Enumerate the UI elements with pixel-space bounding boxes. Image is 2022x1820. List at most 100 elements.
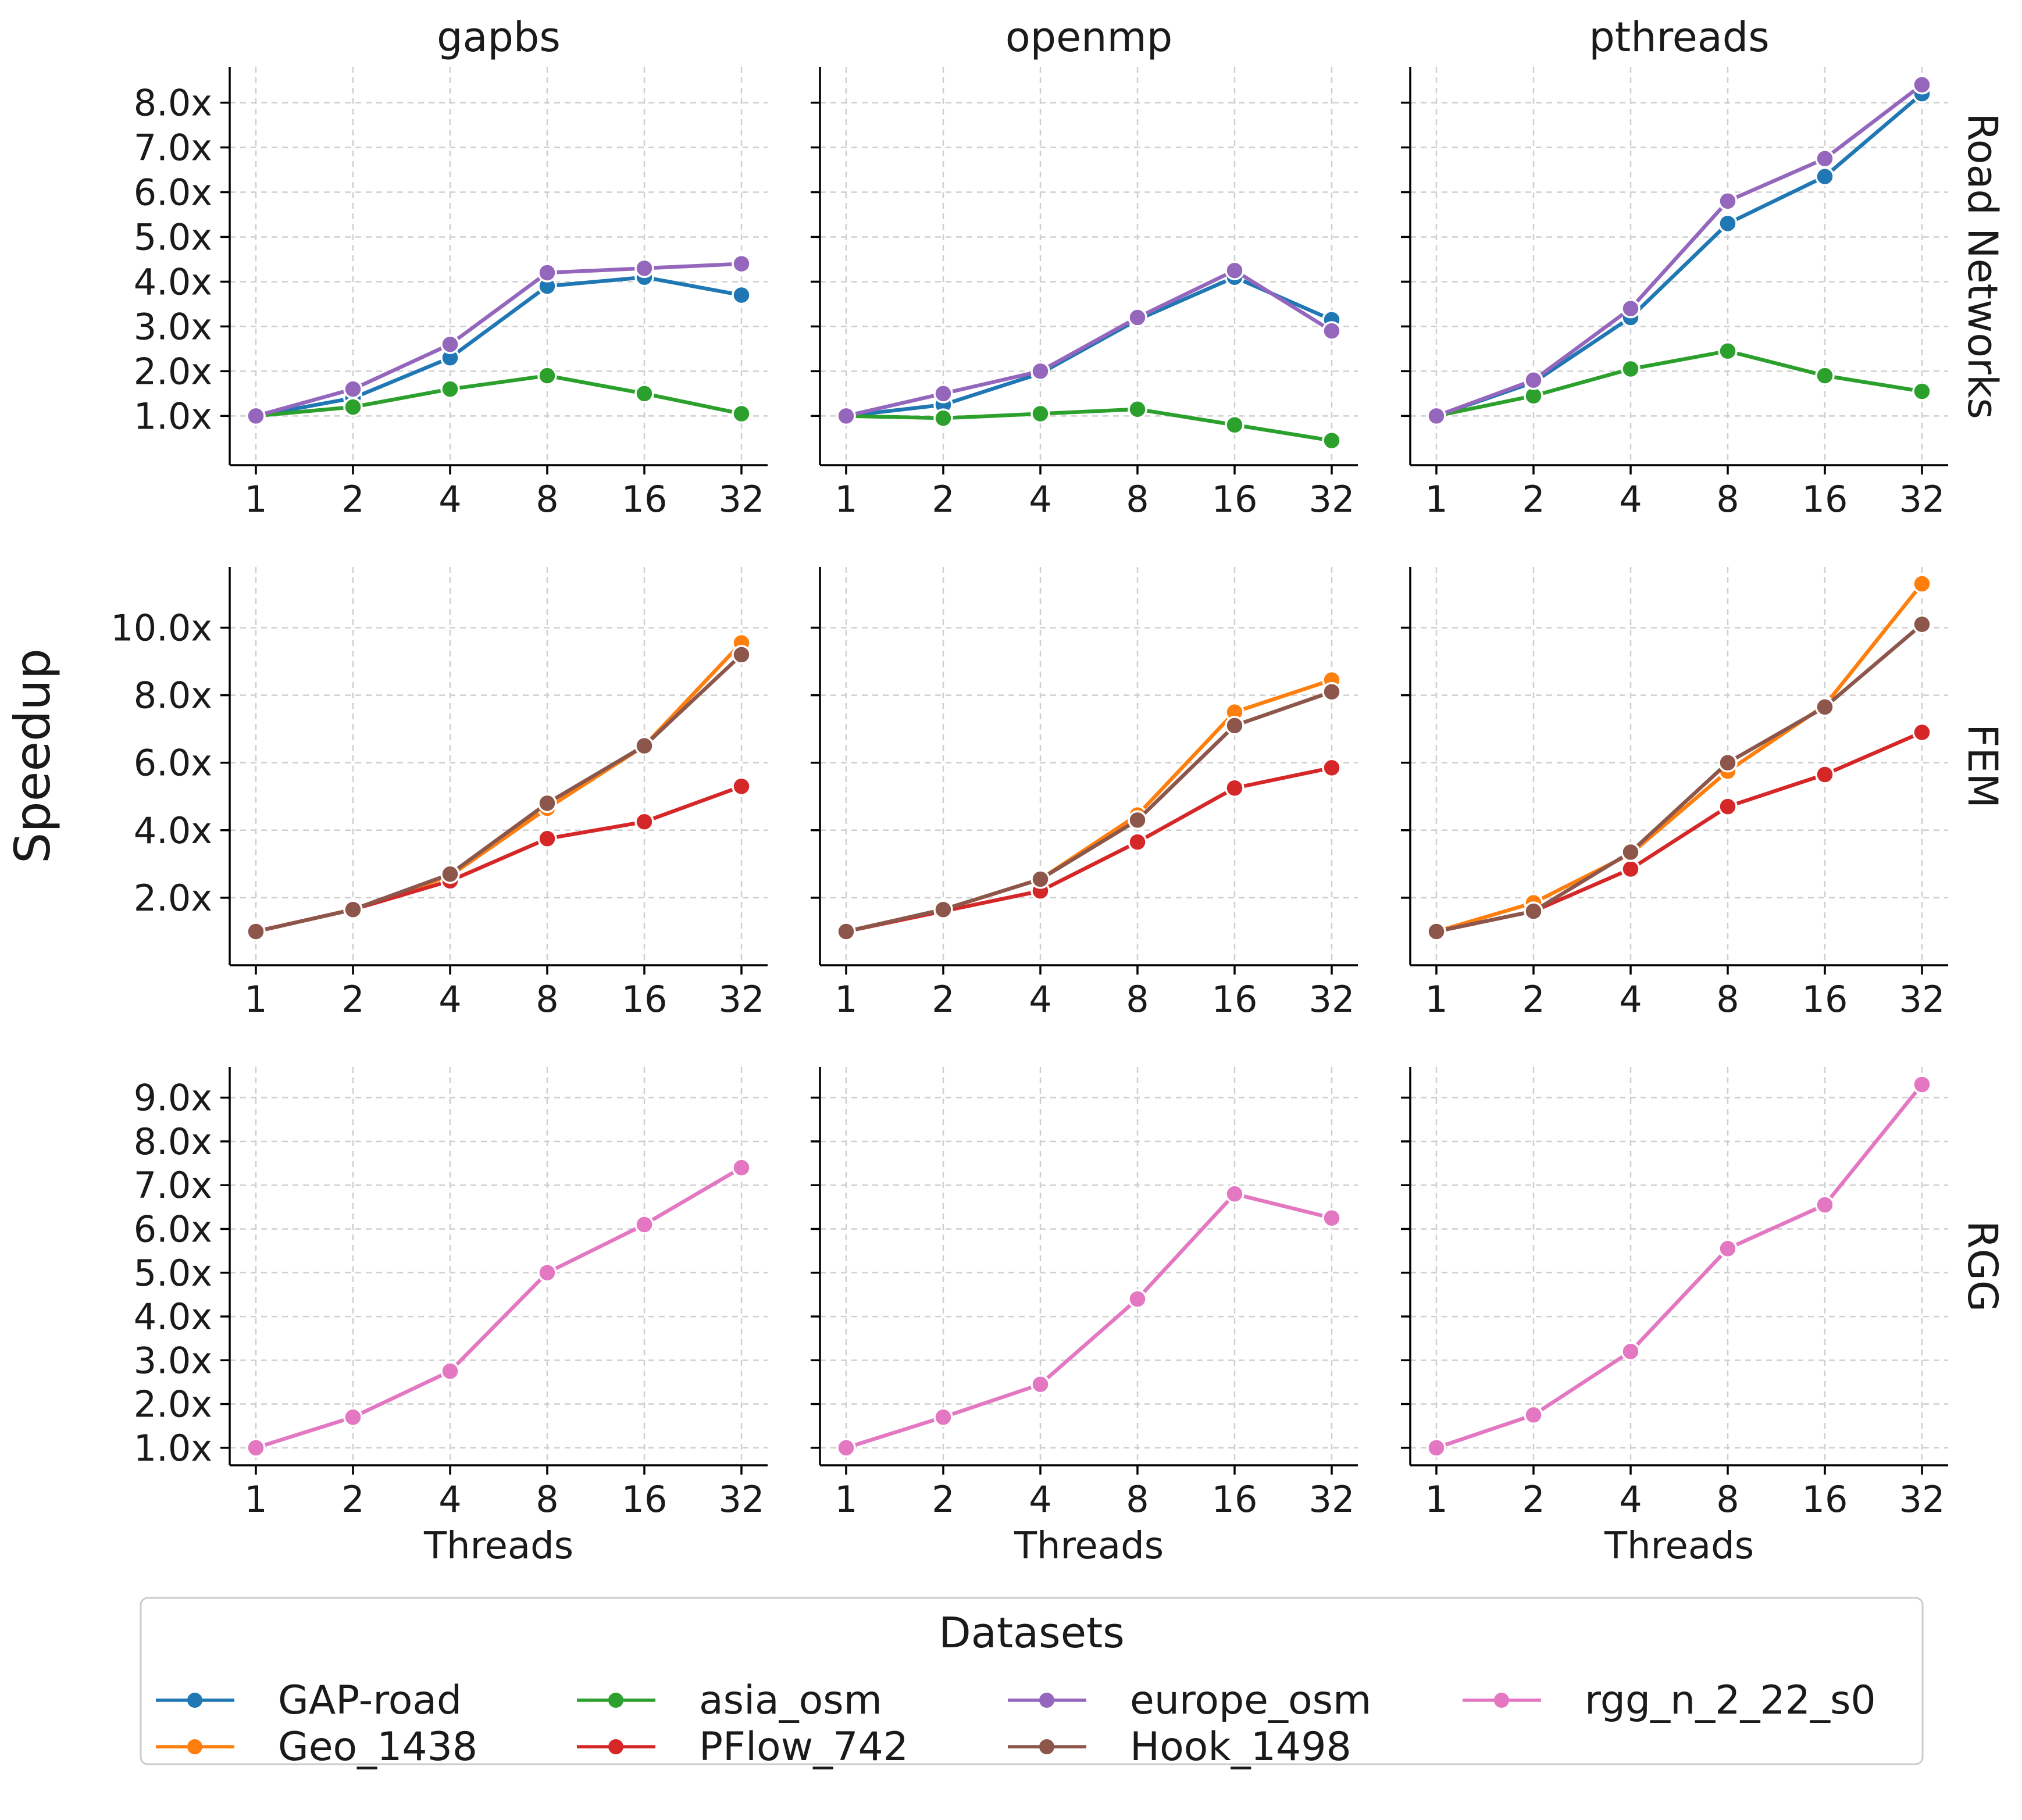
legend-item-europe_osm: europe_osm	[1008, 1678, 1371, 1723]
row-title: RGG	[1959, 1221, 2006, 1312]
y-tick-label: 9.0x	[134, 1077, 212, 1119]
x-tick-label: 2	[932, 1478, 954, 1521]
data-point-rgg_n_2_22_s0	[1128, 1289, 1147, 1309]
series-line-rgg_n_2_22_s0	[846, 1192, 1332, 1450]
x-tick-label: 8	[536, 1478, 558, 1521]
legend-label: asia_osm	[699, 1678, 882, 1723]
series-line-asia_osm	[255, 373, 742, 418]
y-tick-label: 7.0x	[134, 1164, 212, 1207]
data-point-hook_1498	[933, 900, 953, 919]
data-point-hook_1498	[1322, 682, 1342, 702]
x-tick-label: 8	[1716, 1478, 1739, 1521]
legend-marker	[608, 1739, 623, 1754]
x-tick-label: 2	[932, 478, 954, 520]
legend-marker	[187, 1739, 202, 1754]
data-point-europe_osm	[1718, 191, 1738, 211]
x-tick-label: 32	[1899, 1478, 1945, 1521]
data-point-hook_1498	[1718, 752, 1738, 773]
data-point-hook_1498	[537, 793, 557, 813]
x-tick-label: 32	[719, 478, 765, 520]
data-point-asia_osm	[1912, 381, 1932, 401]
x-tick-label: 32	[1899, 478, 1945, 520]
subplot-fem-pthreads: 1 2 4 8 16 32 FEM	[1401, 567, 2006, 1020]
legend-label: GAP-road	[278, 1678, 462, 1723]
x-tick-label: 16	[1212, 978, 1258, 1020]
series-line-europe_osm	[255, 262, 742, 418]
data-point-gap-road	[1718, 213, 1738, 234]
x-tick-label: 2	[341, 978, 364, 1020]
data-point-europe_osm	[933, 384, 953, 404]
x-tick-label: 8	[1716, 978, 1739, 1020]
y-tick-label: 2.0x	[134, 877, 212, 919]
data-point-rgg_n_2_22_s0	[440, 1361, 460, 1381]
data-point-rgg_n_2_22_s0	[1524, 1405, 1543, 1425]
data-point-pflow_742	[1718, 797, 1738, 816]
x-tick-label: 2	[1522, 1478, 1545, 1521]
data-point-rgg_n_2_22_s0	[1030, 1374, 1050, 1394]
series-line-rgg_n_2_22_s0	[1435, 1083, 1924, 1450]
x-tick-label: 2	[341, 478, 364, 520]
legend-label: rgg_n_2_22_s0	[1585, 1678, 1876, 1723]
data-point-europe_osm	[1621, 298, 1641, 319]
subplot-road-networks-gapbs: 1 2 4 8 16 32 1.0x2.0x3.0x4.0x5.0x6.0x7.0x8.0x…	[134, 13, 768, 520]
legend-label: PFlow_742	[699, 1724, 908, 1770]
legend-marker	[187, 1693, 202, 1708]
data-point-rgg_n_2_22_s0	[343, 1407, 363, 1427]
data-point-asia_osm	[1621, 359, 1641, 379]
y-tick-label: 4.0x	[134, 1296, 212, 1338]
data-point-rgg_n_2_22_s0	[732, 1158, 751, 1177]
data-point-pflow_742	[1225, 778, 1244, 798]
data-point-hook_1498	[1030, 869, 1050, 889]
legend-item-hook_1498: Hook_1498	[1008, 1724, 1351, 1770]
y-tick-label: 6.0x	[134, 742, 212, 784]
x-tick-label: 1	[835, 1478, 857, 1521]
data-point-hook_1498	[440, 864, 460, 884]
subplot-rgg-pthreads: 1 2 4 8 16 32 RGG Threads	[1401, 1067, 2006, 1568]
x-tick-label: 32	[1899, 978, 1945, 1020]
x-tick-label: 2	[932, 978, 954, 1020]
x-tick-label: 8	[536, 978, 558, 1020]
x-tick-label: 4	[438, 978, 461, 1020]
y-tick-label: 6.0x	[134, 172, 212, 214]
y-tick-label: 2.0x	[134, 350, 212, 392]
x-tick-label: 32	[719, 1478, 765, 1521]
data-point-asia_osm	[1322, 430, 1342, 451]
data-point-pflow_742	[732, 776, 751, 797]
data-point-europe_osm	[440, 334, 460, 354]
legend-marker	[608, 1693, 623, 1708]
data-point-europe_osm	[1524, 370, 1543, 390]
data-point-rgg_n_2_22_s0	[634, 1215, 654, 1234]
subplot-fem-gapbs: 1 2 4 8 16 32 2.0x 4.0x 6.0x 8.0x 10.0x	[110, 567, 768, 1020]
data-point-rgg_n_2_22_s0	[1322, 1208, 1342, 1228]
legend-frame	[140, 1597, 1924, 1765]
data-point-pflow_742	[1815, 765, 1835, 784]
data-point-pflow_742	[537, 829, 557, 849]
legend-title: Datasets	[939, 1608, 1124, 1657]
data-point-hook_1498	[836, 922, 856, 941]
series-line-hook_1498	[1436, 623, 1924, 934]
data-point-asia_osm	[440, 379, 460, 399]
data-point-pflow_742	[1621, 859, 1641, 879]
x-tick-label: 8	[1126, 978, 1149, 1020]
subplot-rgg-openmp: 1 2 4 8 16 32 Threads	[811, 1067, 1358, 1568]
x-tick-label: 8	[1126, 1478, 1149, 1521]
y-tick-label: 3.0x	[134, 1339, 212, 1382]
series-line-gap-road	[846, 275, 1333, 418]
x-tick-label: 16	[622, 478, 668, 520]
subplot-grid: 1 2 4 8 16 321.0x2.0x3.0x4.0x5.0x6.0x7.0x8.0x…	[110, 13, 2006, 1568]
row-title: FEM	[1959, 724, 2006, 808]
data-point-rgg_n_2_22_s0	[1912, 1075, 1932, 1094]
y-tick-label: 3.0x	[134, 305, 212, 348]
series-line-hook_1498	[846, 690, 1333, 934]
x-tick-label: 1	[244, 478, 267, 520]
data-point-asia_osm	[1225, 415, 1244, 435]
x-tick-label: 8	[1716, 478, 1739, 520]
data-point-rgg_n_2_22_s0	[537, 1263, 557, 1283]
data-point-pflow_742	[634, 812, 654, 832]
data-point-rgg_n_2_22_s0	[933, 1407, 953, 1427]
data-point-asia_osm	[537, 366, 557, 386]
x-tick-label: 16	[622, 1478, 668, 1521]
x-tick-label: 1	[1425, 978, 1447, 1020]
